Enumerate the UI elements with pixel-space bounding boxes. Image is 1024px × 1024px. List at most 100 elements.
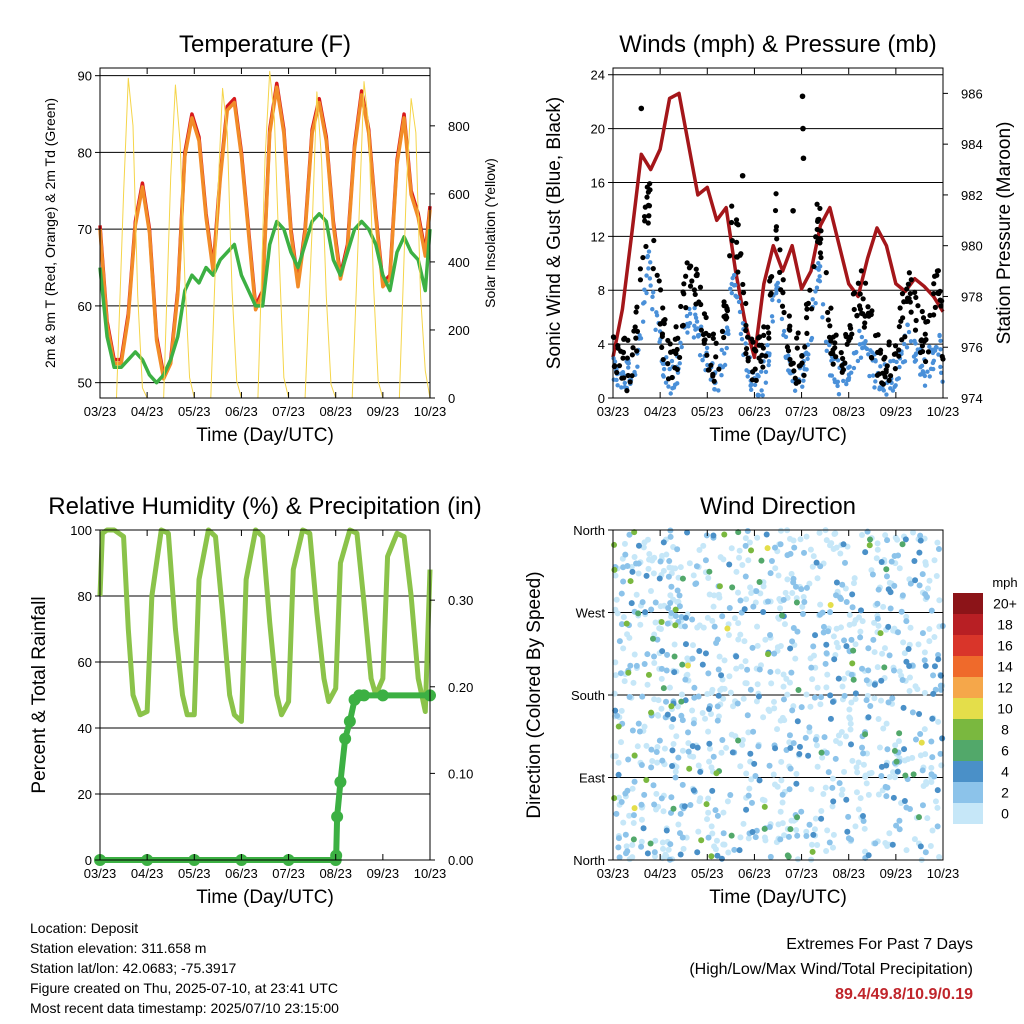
wind-dir-point (912, 736, 919, 743)
location-text: Location: Deposit (30, 920, 139, 936)
series-point (894, 359, 899, 365)
wind-dir-point (906, 663, 913, 670)
series-point (737, 309, 743, 315)
wind-dir-point (771, 705, 778, 712)
wind-dir-point (689, 707, 696, 714)
series-point (637, 277, 644, 283)
series-point (847, 325, 854, 331)
wind-dir-point (901, 798, 908, 805)
wind-dir-point (833, 738, 840, 745)
wind-dir-point (739, 562, 746, 569)
series-point (844, 341, 850, 347)
wind-dir-point (648, 709, 655, 716)
wind-dir-point (807, 655, 814, 662)
wind-dir-point (631, 529, 638, 536)
series-point (654, 272, 660, 278)
wind-dir-point (863, 780, 870, 787)
wind-dir-point (823, 650, 830, 657)
wind-dir-point (614, 712, 621, 719)
wind-dir-point (875, 586, 882, 593)
series-point (633, 335, 639, 341)
legend-label: 6 (1001, 743, 1009, 759)
wind-dir-point (822, 660, 829, 667)
wind-dir-point (900, 704, 907, 711)
wind-dir-point (744, 528, 751, 535)
wind-dir-point (749, 829, 756, 836)
y-axis-label: 2m & 9m T (Red, Orange) & 2m Td (Green) (42, 98, 58, 368)
series-point (647, 181, 653, 187)
wind-dir-point (886, 830, 893, 837)
wind-dir-point (658, 705, 665, 712)
series-point (828, 338, 834, 344)
series-point (675, 335, 681, 341)
wind-dir-point (705, 728, 712, 735)
wind-dir-point (615, 844, 622, 851)
wind-dir-point (847, 720, 854, 727)
series-point (702, 337, 708, 343)
wind-dir-point (648, 606, 655, 613)
series-point (875, 332, 881, 338)
x-tick-label: 07/23 (272, 866, 305, 881)
wind-dir-point (690, 787, 697, 794)
series-point (719, 347, 724, 353)
series-point (891, 351, 898, 357)
wind-dir-point (660, 567, 667, 574)
wind-dir-point (779, 612, 786, 619)
wind-dir-point (916, 582, 923, 589)
wind-dir-point (830, 831, 837, 838)
series-point (688, 263, 694, 269)
wind-dir-point (676, 592, 683, 599)
wind-dir-point (879, 650, 886, 657)
legend-swatch (953, 761, 983, 782)
wind-dir-point (708, 764, 715, 771)
series-point (887, 373, 894, 379)
wind-dir-point (859, 744, 866, 751)
wind-dir-point (754, 642, 761, 649)
series-point (654, 313, 660, 318)
wind-dir-point (669, 762, 676, 769)
wind-dir-point (824, 671, 831, 678)
wind-dir-point (674, 546, 681, 553)
wind-dir-point (930, 672, 937, 679)
wind-dir-point (734, 700, 741, 707)
series-point (827, 323, 833, 329)
wind-dir-point (708, 823, 715, 830)
wind-dir-point (710, 532, 717, 539)
wind-dir-point (626, 531, 633, 538)
series-point (780, 290, 786, 296)
series-point (804, 330, 810, 337)
series-point (766, 335, 772, 341)
wind-dir-point (660, 845, 667, 852)
series-point (629, 352, 635, 358)
wind-dir-point (706, 568, 713, 575)
series-point (911, 354, 917, 359)
wind-dir-point (735, 737, 742, 744)
wind-dir-point (673, 733, 680, 740)
series-point (830, 361, 836, 367)
wind-dir-point (896, 565, 903, 572)
wind-dir-point (928, 738, 935, 745)
y-tick-label: 70 (78, 222, 92, 237)
wind-dir-point (617, 670, 624, 677)
wind-dir-point (781, 621, 788, 628)
wind-dir-point (624, 848, 631, 855)
series-point (721, 334, 727, 341)
series-point (667, 366, 672, 372)
wind-dir-point (718, 749, 725, 756)
wind-dir-point (684, 671, 691, 678)
series-point (614, 377, 619, 383)
wind-dir-point (774, 644, 781, 651)
wind-dir-point (729, 584, 736, 591)
extremes-value: 89.4/49.8/10.9/0.19 (835, 986, 973, 1003)
wind-dir-point (838, 729, 845, 736)
wind-dir-point (656, 575, 663, 582)
wind-dir-point (629, 568, 636, 575)
series-point (673, 350, 679, 357)
wind-dir-point (705, 670, 712, 677)
series-point (904, 345, 910, 350)
wind-dir-point (736, 547, 743, 554)
series-point (629, 373, 635, 379)
wind-dir-point (713, 837, 720, 844)
series-point (923, 337, 929, 343)
wind-dir-point (902, 536, 909, 543)
